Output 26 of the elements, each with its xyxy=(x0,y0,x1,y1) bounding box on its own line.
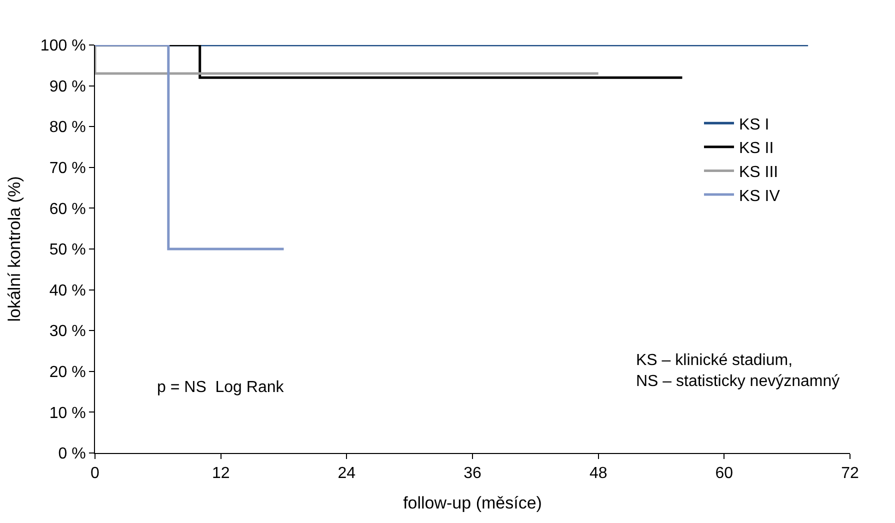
y-tick-label: 20 % xyxy=(49,364,86,381)
legend-label: KS I xyxy=(739,116,770,134)
x-tick-label: 12 xyxy=(212,465,230,482)
x-tick-label: 48 xyxy=(589,465,608,482)
legend-label: KS II xyxy=(739,140,774,158)
y-tick-label: 30 % xyxy=(49,323,86,340)
y-tick-label: 10 % xyxy=(49,404,86,422)
annotation: p = NS Log Rank xyxy=(157,379,285,396)
x-tick-label: 72 xyxy=(841,465,859,482)
y-tick-label: 60 % xyxy=(49,200,86,218)
y-tick-label: 50 % xyxy=(49,242,86,259)
x-axis-title: follow-up (měsíce) xyxy=(403,494,542,513)
y-axis-title: lokální kontrola (%) xyxy=(4,176,24,322)
x-tick-label: 36 xyxy=(464,465,482,482)
x-tick-label: 0 xyxy=(90,465,100,482)
annotation: KS – klinické stadium, NS – statisticky nevýznamný xyxy=(636,352,840,390)
y-tick-label: 0 % xyxy=(58,446,86,463)
y-tick-label: 90 % xyxy=(49,78,86,96)
y-tick-label: 100 % xyxy=(40,38,86,55)
y-tick-label: 70 % xyxy=(49,160,86,177)
legend-label: KS IV xyxy=(739,188,780,205)
y-tick-label: 80 % xyxy=(49,119,86,136)
x-tick-label: 60 xyxy=(715,465,734,482)
y-tick-label: 40 % xyxy=(49,282,86,300)
x-tick-label: 24 xyxy=(338,465,356,482)
legend-label: KS III xyxy=(739,164,778,181)
